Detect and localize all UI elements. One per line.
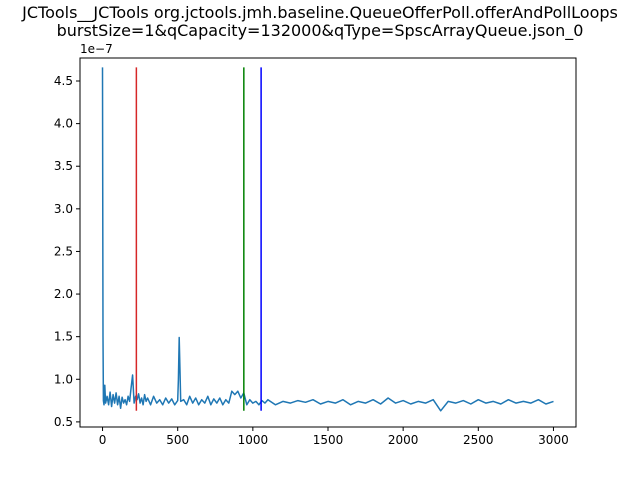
y-tick-label: 0.5 xyxy=(54,415,73,429)
x-tick-label: 2000 xyxy=(388,433,419,447)
plot-frame xyxy=(79,57,577,428)
y-tick-label: 3.5 xyxy=(54,159,73,173)
chart-title-line-2: burstSize=1&qCapacity=132000&qType=SpscA… xyxy=(56,21,584,40)
series-line-0 xyxy=(101,67,554,412)
x-tick-label: 0 xyxy=(99,433,107,447)
y-tick-label: 4.5 xyxy=(54,74,73,88)
y-tick-label: 2.0 xyxy=(54,287,73,301)
y-tick-label: 2.5 xyxy=(54,244,73,258)
y-tick-label: 3.0 xyxy=(54,202,73,216)
x-tick-label: 3000 xyxy=(538,433,569,447)
plot-content xyxy=(101,67,554,412)
y-tick-label: 1.0 xyxy=(54,372,73,386)
y-tick-label: 1.5 xyxy=(54,330,73,344)
x-tick-label: 1500 xyxy=(313,433,344,447)
y-tick-label: 4.0 xyxy=(54,117,73,131)
x-tick-label: 2500 xyxy=(463,433,494,447)
y-offset-label: 1e−7 xyxy=(80,42,113,56)
x-axis: 0 500 1000 1500 2000 2500 3000 xyxy=(99,427,569,447)
x-tick-label: 500 xyxy=(166,433,189,447)
chart-title-line-1: JCTools__JCTools org.jctools.jmh.baselin… xyxy=(22,3,618,22)
y-axis: 0.5 1.0 1.5 2.0 2.5 3.0 3.5 4.0 4.5 xyxy=(54,74,80,429)
x-tick-label: 1000 xyxy=(238,433,269,447)
